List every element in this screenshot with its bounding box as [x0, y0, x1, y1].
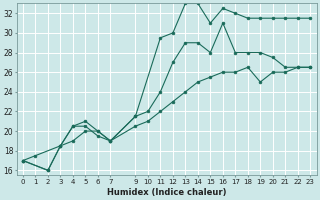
X-axis label: Humidex (Indice chaleur): Humidex (Indice chaleur)	[107, 188, 226, 197]
